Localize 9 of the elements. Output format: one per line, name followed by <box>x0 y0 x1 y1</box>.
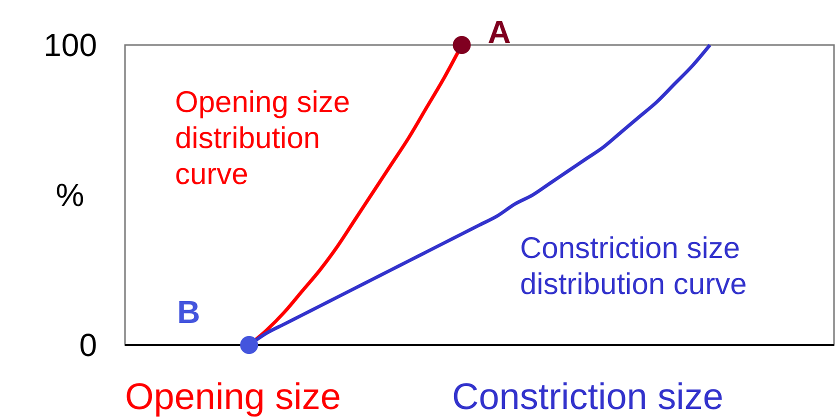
y-axis-title: % <box>56 177 84 214</box>
annotation: A <box>488 14 511 50</box>
series-label: Constriction size distribution curve <box>520 232 747 301</box>
annotation: B <box>177 294 200 330</box>
y-tick-label: 100 <box>44 27 97 64</box>
text: Opening size <box>125 376 341 417</box>
text: Constriction size <box>452 376 724 417</box>
y-tick-label: 0 <box>79 327 97 364</box>
series-label: Opening size distribution curve <box>175 86 350 191</box>
